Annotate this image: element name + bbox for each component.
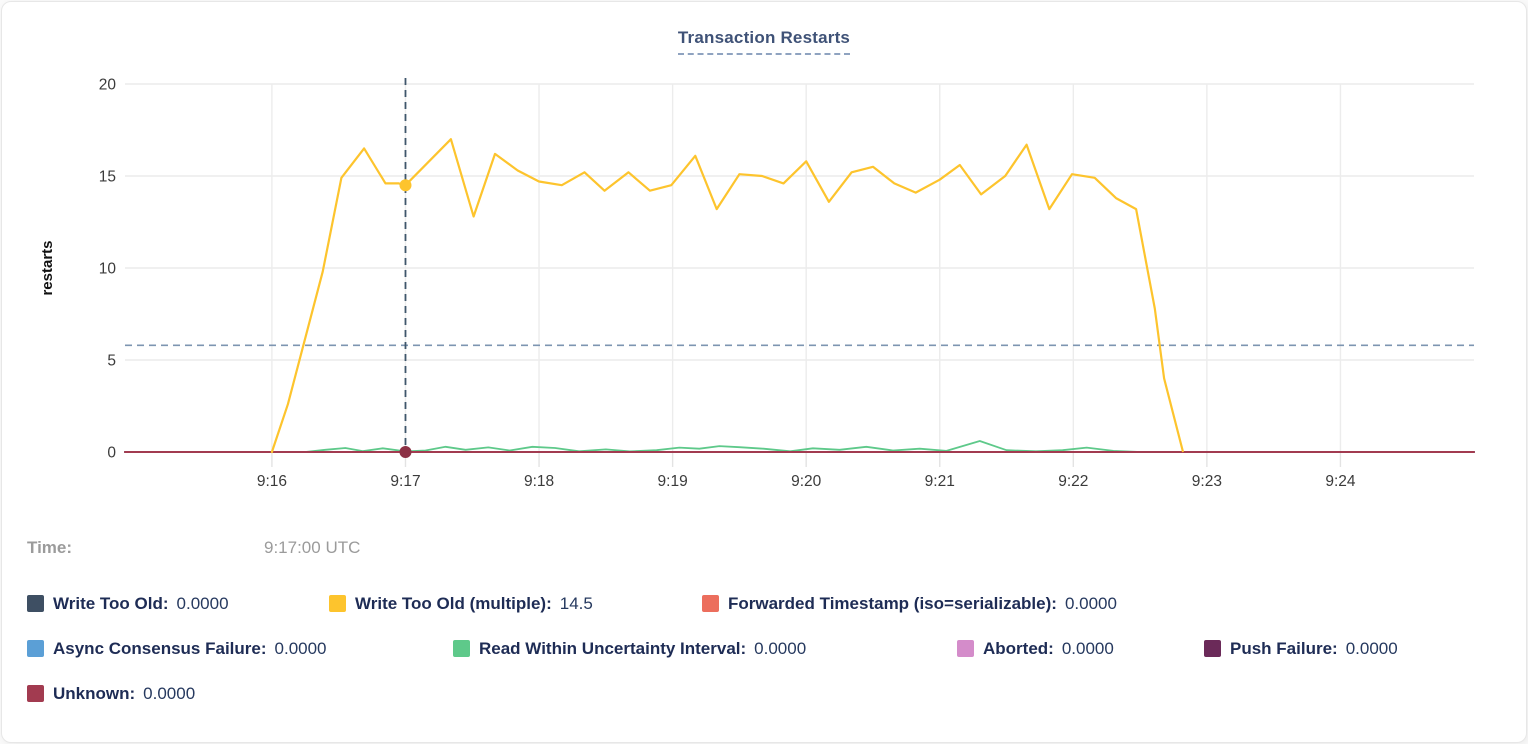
legend-label: Aborted: (983, 639, 1054, 658)
legend-label: Read Within Uncertainty Interval: (479, 639, 747, 658)
legend-swatch-icon (27, 685, 44, 702)
y-tick-label: 20 (99, 77, 117, 94)
legend-label: Async Consensus Failure: (53, 639, 267, 658)
legend-value: 0.0000 (143, 684, 196, 703)
legend-item-read-within-uncertainty-interval: Read Within Uncertainty Interval: 0.0000 (453, 637, 806, 661)
legend-item-async-consensus-failure: Async Consensus Failure: 0.0000 (27, 637, 327, 661)
legend-value: 0.0000 (176, 594, 229, 613)
legend-value: 0.0000 (1064, 594, 1117, 613)
legend-item-aborted: Aborted: 0.0000 (957, 637, 1114, 661)
legend-value: 0.0000 (754, 639, 807, 658)
x-tick-label: 9:24 (1325, 473, 1356, 490)
legend-item-write-too-old: Write Too Old: 0.0000 (27, 592, 229, 616)
legend-label: Write Too Old: (53, 594, 169, 613)
y-tick-label: 10 (99, 261, 117, 278)
legend-item-write-too-old-multiple: Write Too Old (multiple): 14.5 (329, 592, 593, 616)
legend-label: Write Too Old (multiple): (355, 594, 552, 613)
y-tick-label: 5 (107, 353, 116, 370)
x-tick-label: 9:21 (925, 473, 955, 490)
legend-row: Async Consensus Failure: 0.0000 Read Withi… (2, 637, 1526, 661)
legend-row: Unknown: 0.0000 (2, 682, 1526, 706)
hover-time-label: Time: (27, 538, 73, 557)
legend-item-push-failure: Push Failure: 0.0000 (1204, 637, 1398, 661)
y-axis-label: restarts (39, 240, 56, 295)
legend-value: 0.0000 (1345, 639, 1398, 658)
hover-time-value: 9:17:00 UTC (264, 538, 361, 557)
legend-value: 0.0000 (274, 639, 327, 658)
legend-row: Write Too Old: 0.0000 Write Too Old (multi… (2, 592, 1526, 616)
legend-value: 0.0000 (1061, 639, 1114, 658)
y-tick-label: 15 (99, 169, 116, 186)
x-tick-label: 9:20 (791, 473, 822, 490)
x-tick-label: 9:16 (257, 473, 287, 490)
legend-label: Forwarded Timestamp (iso=serializable): (728, 594, 1057, 613)
y-tick-label: 0 (107, 445, 116, 462)
transaction-restarts-chart[interactable]: 0 5 10 15 20 9:16 9:17 9:18 9:19 9:20 9:21 9:22 9:23… (2, 2, 1526, 507)
x-tick-label: 9:19 (658, 473, 688, 490)
legend-value: 14.5 (559, 594, 593, 613)
legend-label: Push Failure: (1230, 639, 1338, 658)
x-tick-label: 9:22 (1058, 473, 1088, 490)
x-tick-label: 9:18 (524, 473, 554, 490)
legend-swatch-icon (957, 640, 974, 657)
series-read-within-uncertainty-interval (124, 440, 1475, 453)
legend-swatch-icon (1204, 640, 1221, 657)
legend-swatch-icon (702, 595, 719, 612)
legend-swatch-icon (27, 640, 44, 657)
legend-item-forwarded-timestamp-iso-serializable: Forwarded Timestamp (iso=serializable): 0… (702, 592, 1117, 616)
x-tick-label: 9:23 (1192, 473, 1222, 490)
legend-swatch-icon (27, 595, 44, 612)
chart-title[interactable]: Transaction Restarts (677, 28, 851, 55)
legend-swatch-icon (329, 595, 346, 612)
hover-dot (399, 179, 412, 192)
chart-title-wrap: Transaction Restarts (2, 28, 1526, 55)
hover-dot (399, 446, 412, 458)
legend-item-unknown: Unknown: 0.0000 (27, 682, 195, 706)
legend-swatch-icon (453, 640, 470, 657)
legend-label: Unknown: (53, 684, 136, 703)
x-tick-label: 9:17 (390, 473, 420, 490)
